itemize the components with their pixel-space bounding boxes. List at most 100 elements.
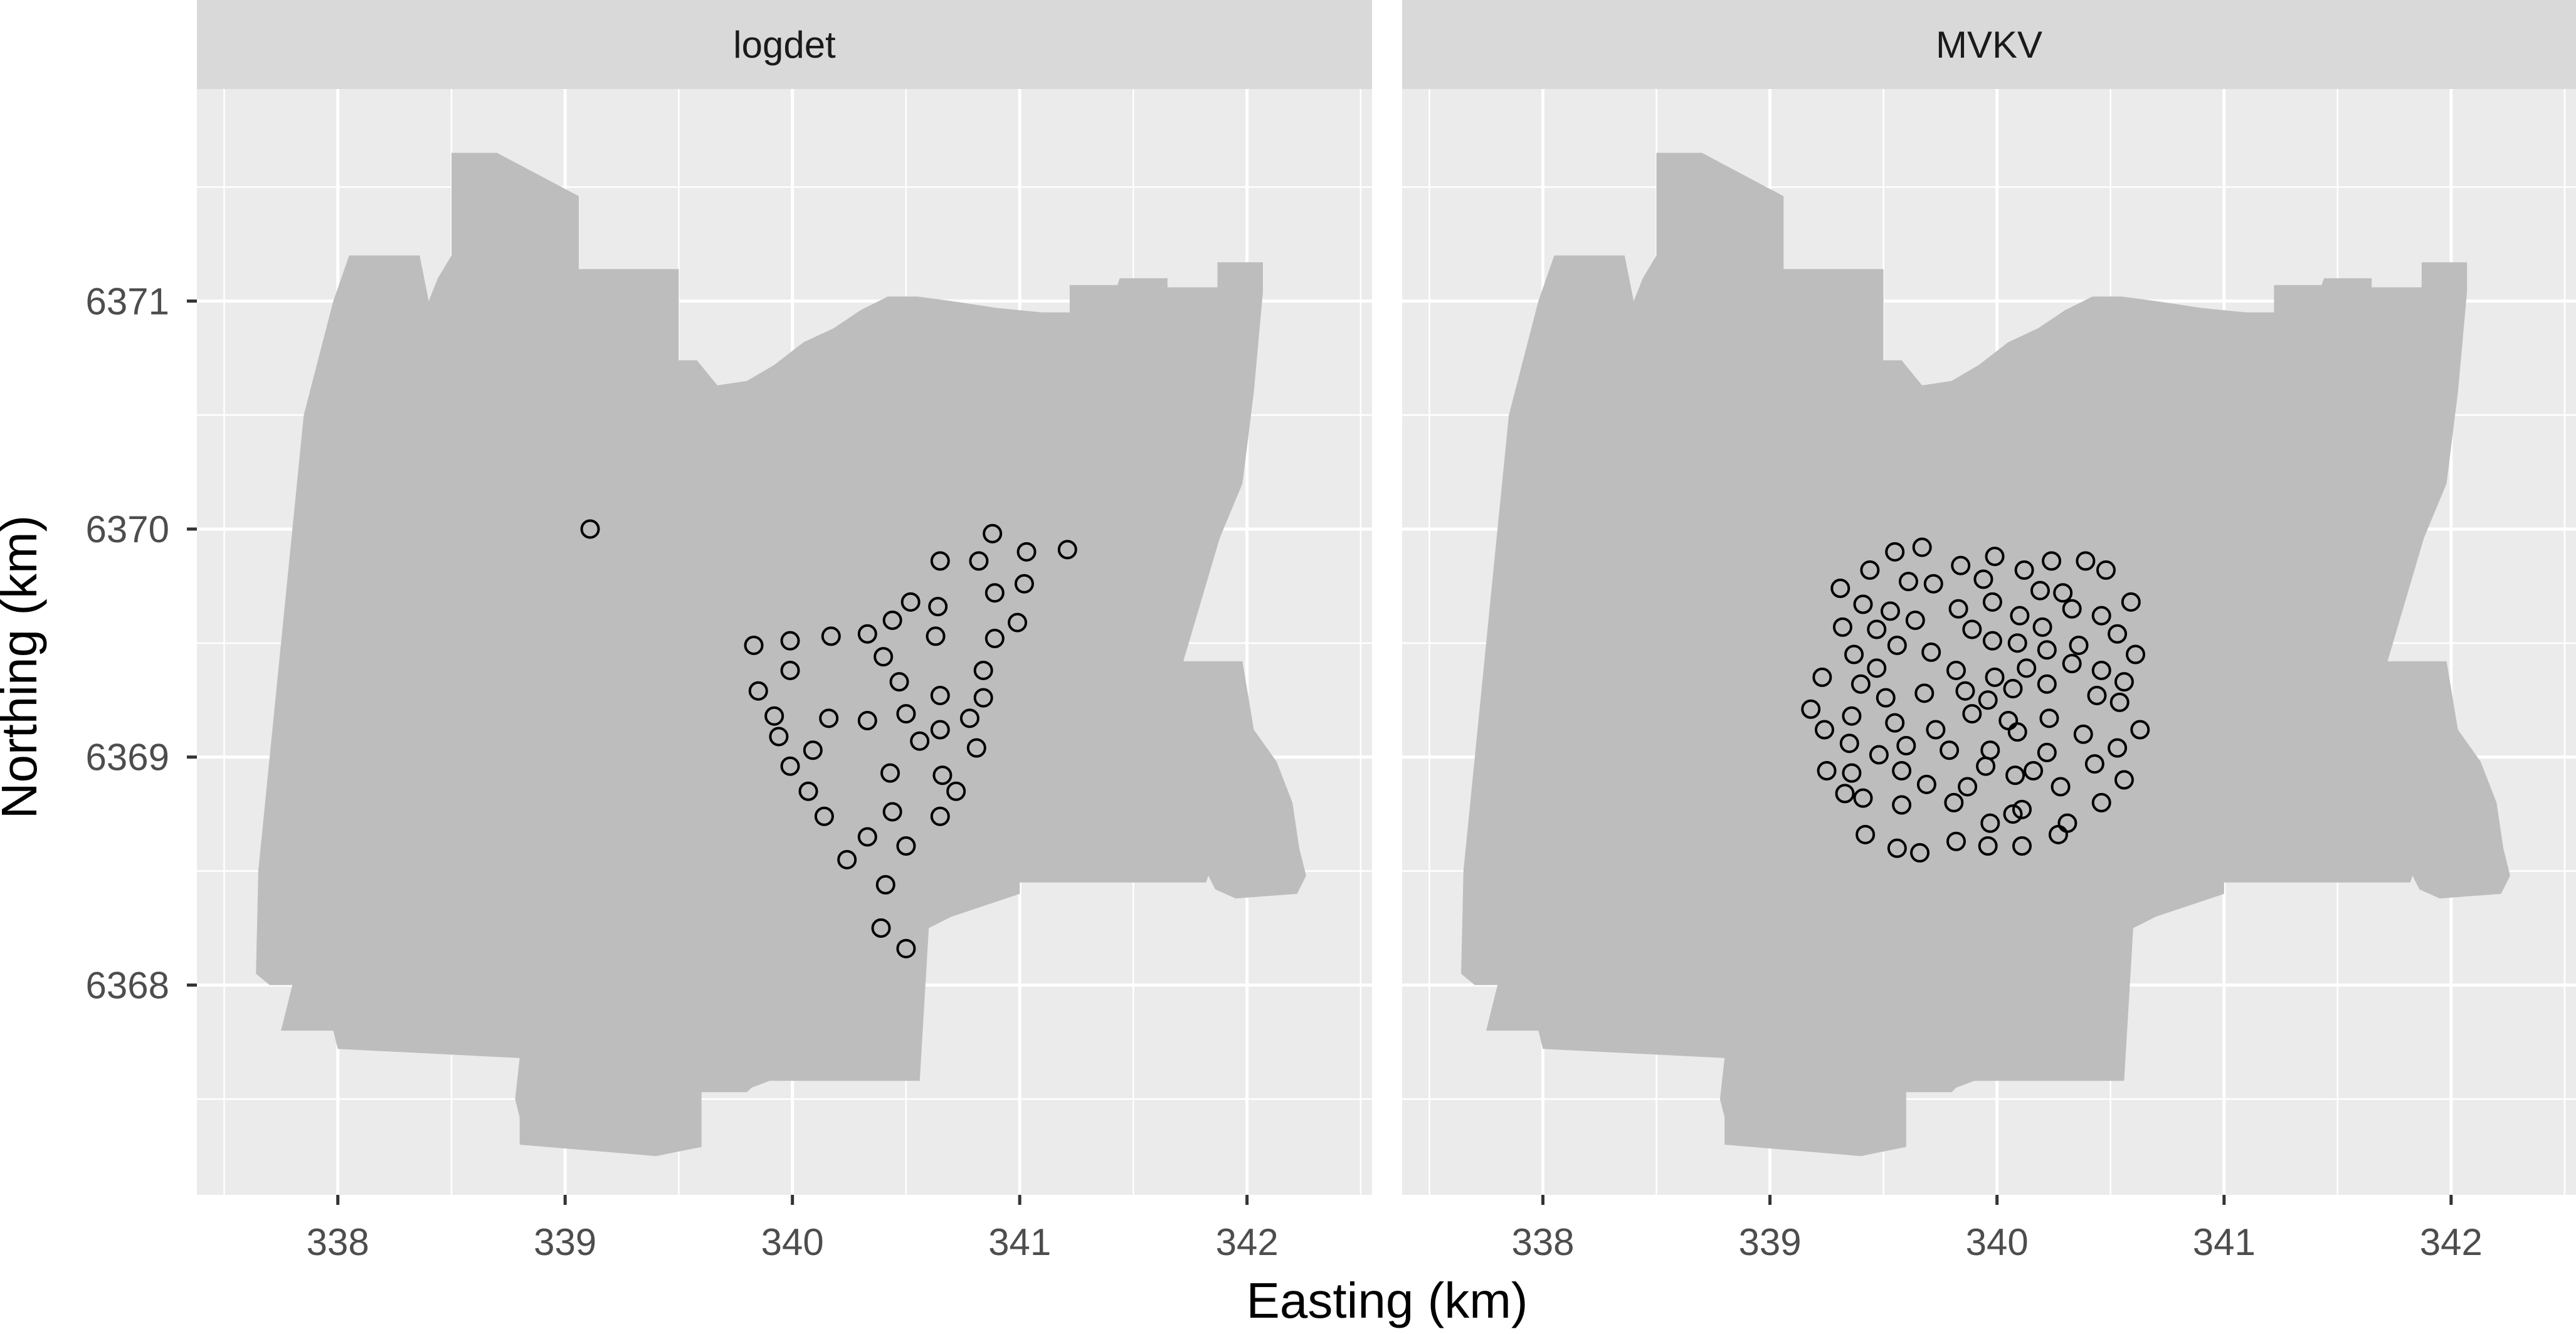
sample-point — [910, 731, 930, 751]
sample-point — [1812, 667, 1832, 687]
sample-point — [744, 635, 764, 655]
sample-point — [2003, 804, 2023, 824]
y-axis: 6368 6369 6370 6371 — [86, 280, 197, 1006]
sample-point — [764, 706, 784, 726]
sample-point — [1842, 706, 1862, 726]
sample-point — [1946, 660, 1966, 680]
sample-point — [1980, 813, 2000, 833]
sample-point — [2121, 592, 2141, 612]
sample-point — [1982, 631, 2002, 651]
sample-point — [2076, 551, 2096, 571]
sample-point — [2091, 792, 2111, 812]
sample-point — [2039, 708, 2059, 728]
sample-point — [882, 610, 902, 630]
sample-point — [1944, 792, 1964, 812]
sample-point — [2108, 624, 2128, 644]
sample-point — [2030, 580, 2050, 601]
x-axis-title: Easting (km) — [1247, 1273, 1528, 1328]
sample-point — [2114, 770, 2134, 790]
sample-point — [973, 660, 993, 680]
sample-point — [928, 597, 948, 617]
sample-point — [857, 624, 877, 644]
sample-point — [1926, 720, 1946, 740]
sample-point — [1951, 555, 1971, 575]
x-tick-label: 340 — [1966, 1221, 2029, 1263]
sample-point — [932, 765, 953, 785]
sample-point — [1905, 610, 1925, 630]
sample-point — [1916, 774, 1936, 794]
sample-point — [1016, 542, 1037, 562]
sample-point — [1896, 735, 1916, 755]
sample-point — [2108, 738, 2128, 758]
sample-point — [1914, 683, 1935, 703]
sample-point — [1978, 836, 1998, 856]
sample-point — [1842, 763, 1862, 783]
sample-point — [814, 806, 834, 826]
sample-point — [1801, 699, 1821, 719]
x-tick-label: 338 — [307, 1221, 369, 1263]
sample-point — [930, 806, 950, 826]
sample-point — [2109, 692, 2130, 712]
x-tick-label: 341 — [2193, 1221, 2256, 1263]
sample-point — [1985, 667, 2005, 687]
sample-point — [2042, 551, 2062, 571]
sample-point — [959, 708, 979, 728]
sample-point — [2012, 799, 2032, 819]
facet-panel-0: logdet — [197, 0, 1372, 1195]
sample-point — [875, 874, 895, 895]
x-tick-label: 339 — [534, 1221, 596, 1263]
sample-point — [1850, 674, 1871, 694]
x-tick-label: 342 — [2420, 1221, 2483, 1263]
sample-point — [2062, 599, 2082, 619]
sample-point — [966, 738, 986, 758]
sample-point — [2053, 583, 2073, 603]
sample-point — [1912, 537, 1932, 557]
sample-point — [1892, 795, 1912, 815]
sample-point — [1973, 569, 1993, 589]
sample-point — [1885, 713, 1905, 733]
sample-point — [2037, 674, 2057, 694]
sample-point — [2017, 658, 2037, 678]
sample-point — [896, 938, 916, 958]
sample-point — [798, 781, 818, 801]
sample-point — [2096, 560, 2116, 580]
sample-point — [2073, 724, 2093, 744]
sample-point — [780, 660, 800, 680]
sample-point — [983, 523, 1003, 544]
sample-point — [1958, 777, 1978, 797]
sample-point — [1985, 547, 2005, 567]
y-tick-label: 6368 — [86, 964, 169, 1006]
sample-point — [973, 688, 993, 708]
sample-point — [1910, 843, 1930, 863]
y-tick-label: 6371 — [86, 280, 169, 322]
sample-point — [2014, 560, 2034, 580]
sample-point — [2126, 644, 2146, 664]
sample-point — [2048, 824, 2068, 844]
sample-point — [930, 720, 950, 740]
sample-point — [984, 583, 1005, 603]
sample-point — [1832, 617, 1852, 637]
sample-point — [1898, 572, 1918, 592]
sample-point — [930, 551, 950, 571]
sample-point — [1855, 824, 1876, 844]
sample-point — [889, 672, 909, 692]
sample-point — [1885, 542, 1905, 562]
sample-point — [1853, 594, 1873, 614]
sample-point — [930, 685, 950, 705]
facet-strip-label: MVKV — [1936, 24, 2042, 66]
sample-point — [880, 763, 900, 783]
sample-point — [803, 740, 823, 760]
sample-point — [2051, 777, 2071, 797]
facet-panels: logdet MVKV — [197, 0, 2576, 1195]
x-tick-label: 341 — [988, 1221, 1051, 1263]
sample-point — [837, 849, 857, 869]
facet-strip — [1402, 0, 2576, 89]
sample-point — [946, 781, 966, 801]
sample-point — [2130, 720, 2150, 740]
x-tick-label: 342 — [1216, 1221, 1279, 1263]
sample-point — [882, 802, 902, 822]
sample-point — [896, 836, 916, 856]
sample-point — [1008, 612, 1028, 633]
sample-point — [1923, 574, 1943, 594]
